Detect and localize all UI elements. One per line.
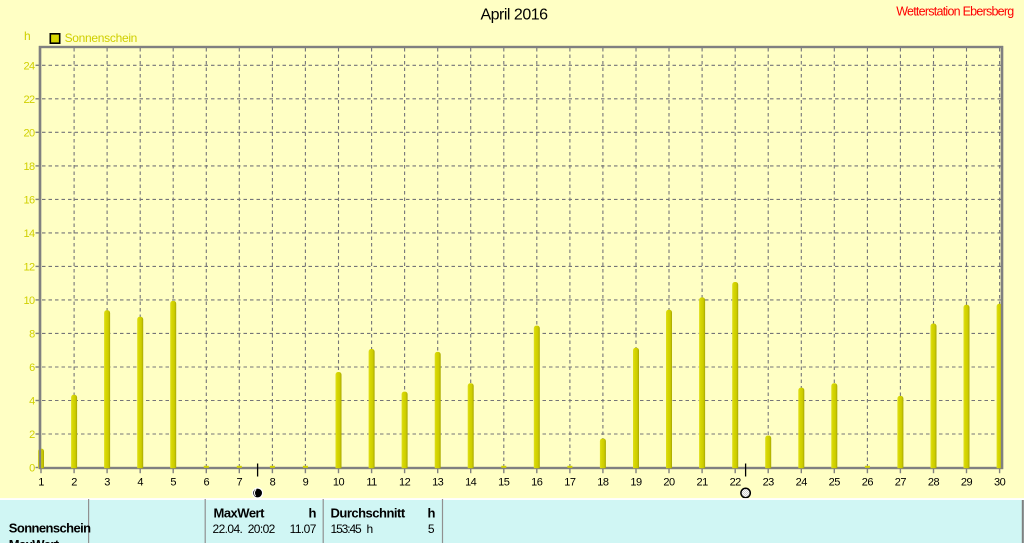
svg-text:26: 26 [862,477,874,489]
svg-text:21: 21 [696,477,708,489]
svg-text:h: h [428,506,436,521]
svg-text:7: 7 [236,477,242,489]
svg-text:6: 6 [29,362,35,374]
svg-text:h: h [24,29,31,43]
svg-text:Durchschnitt: Durchschnitt [331,506,406,521]
svg-text:4: 4 [137,477,143,489]
svg-text:20: 20 [663,477,675,489]
svg-text:13: 13 [432,477,444,489]
svg-text:9: 9 [303,477,309,489]
svg-text:22: 22 [23,94,35,106]
svg-text:3: 3 [104,477,110,489]
svg-text:23: 23 [763,477,775,489]
svg-text:22: 22 [730,477,742,489]
svg-text:6: 6 [203,477,209,489]
svg-text:20: 20 [23,128,35,140]
svg-text:MaxWert: MaxWert [9,537,60,543]
svg-text:0: 0 [29,463,35,475]
svg-text:25: 25 [829,477,841,489]
svg-text:18: 18 [23,161,35,173]
svg-text:24: 24 [23,61,35,73]
svg-text:h: h [367,522,373,536]
svg-text:4: 4 [29,396,35,408]
svg-text:12: 12 [399,477,411,489]
svg-text:19: 19 [630,477,642,489]
svg-text:1: 1 [38,477,44,489]
svg-text:12: 12 [23,262,35,274]
svg-text:18: 18 [597,477,609,489]
svg-text:April 2016: April 2016 [480,7,548,24]
svg-text:15: 15 [498,477,510,489]
svg-text:5: 5 [428,522,435,536]
svg-text:14: 14 [23,228,35,240]
svg-text:5: 5 [170,477,176,489]
svg-text:153:45: 153:45 [331,522,363,536]
svg-text:16: 16 [23,195,35,207]
svg-text:11: 11 [366,477,377,489]
svg-text:17: 17 [564,477,576,489]
svg-text:30: 30 [994,477,1006,489]
svg-text:11.07: 11.07 [290,522,317,536]
svg-text:2: 2 [71,477,77,489]
svg-text:Wetterstation Ebersberg: Wetterstation Ebersberg [896,5,1014,19]
svg-text:27: 27 [895,477,907,489]
svg-text:MaxWert: MaxWert [214,506,266,521]
svg-text:8: 8 [270,477,276,489]
svg-text:24: 24 [796,477,808,489]
svg-text:2: 2 [29,429,35,441]
svg-text:14: 14 [465,477,477,489]
svg-text:29: 29 [961,477,973,489]
svg-text:8: 8 [29,329,35,341]
svg-text:Sonnenschein: Sonnenschein [65,31,137,45]
svg-text:22.04. 20:02: 22.04. 20:02 [213,522,276,536]
svg-text:h: h [309,506,317,521]
svg-text:16: 16 [531,477,543,489]
svg-text:Sonnenschein: Sonnenschein [9,521,91,536]
svg-text:28: 28 [928,477,940,489]
svg-text:10: 10 [333,477,345,489]
svg-text:10: 10 [23,295,35,307]
